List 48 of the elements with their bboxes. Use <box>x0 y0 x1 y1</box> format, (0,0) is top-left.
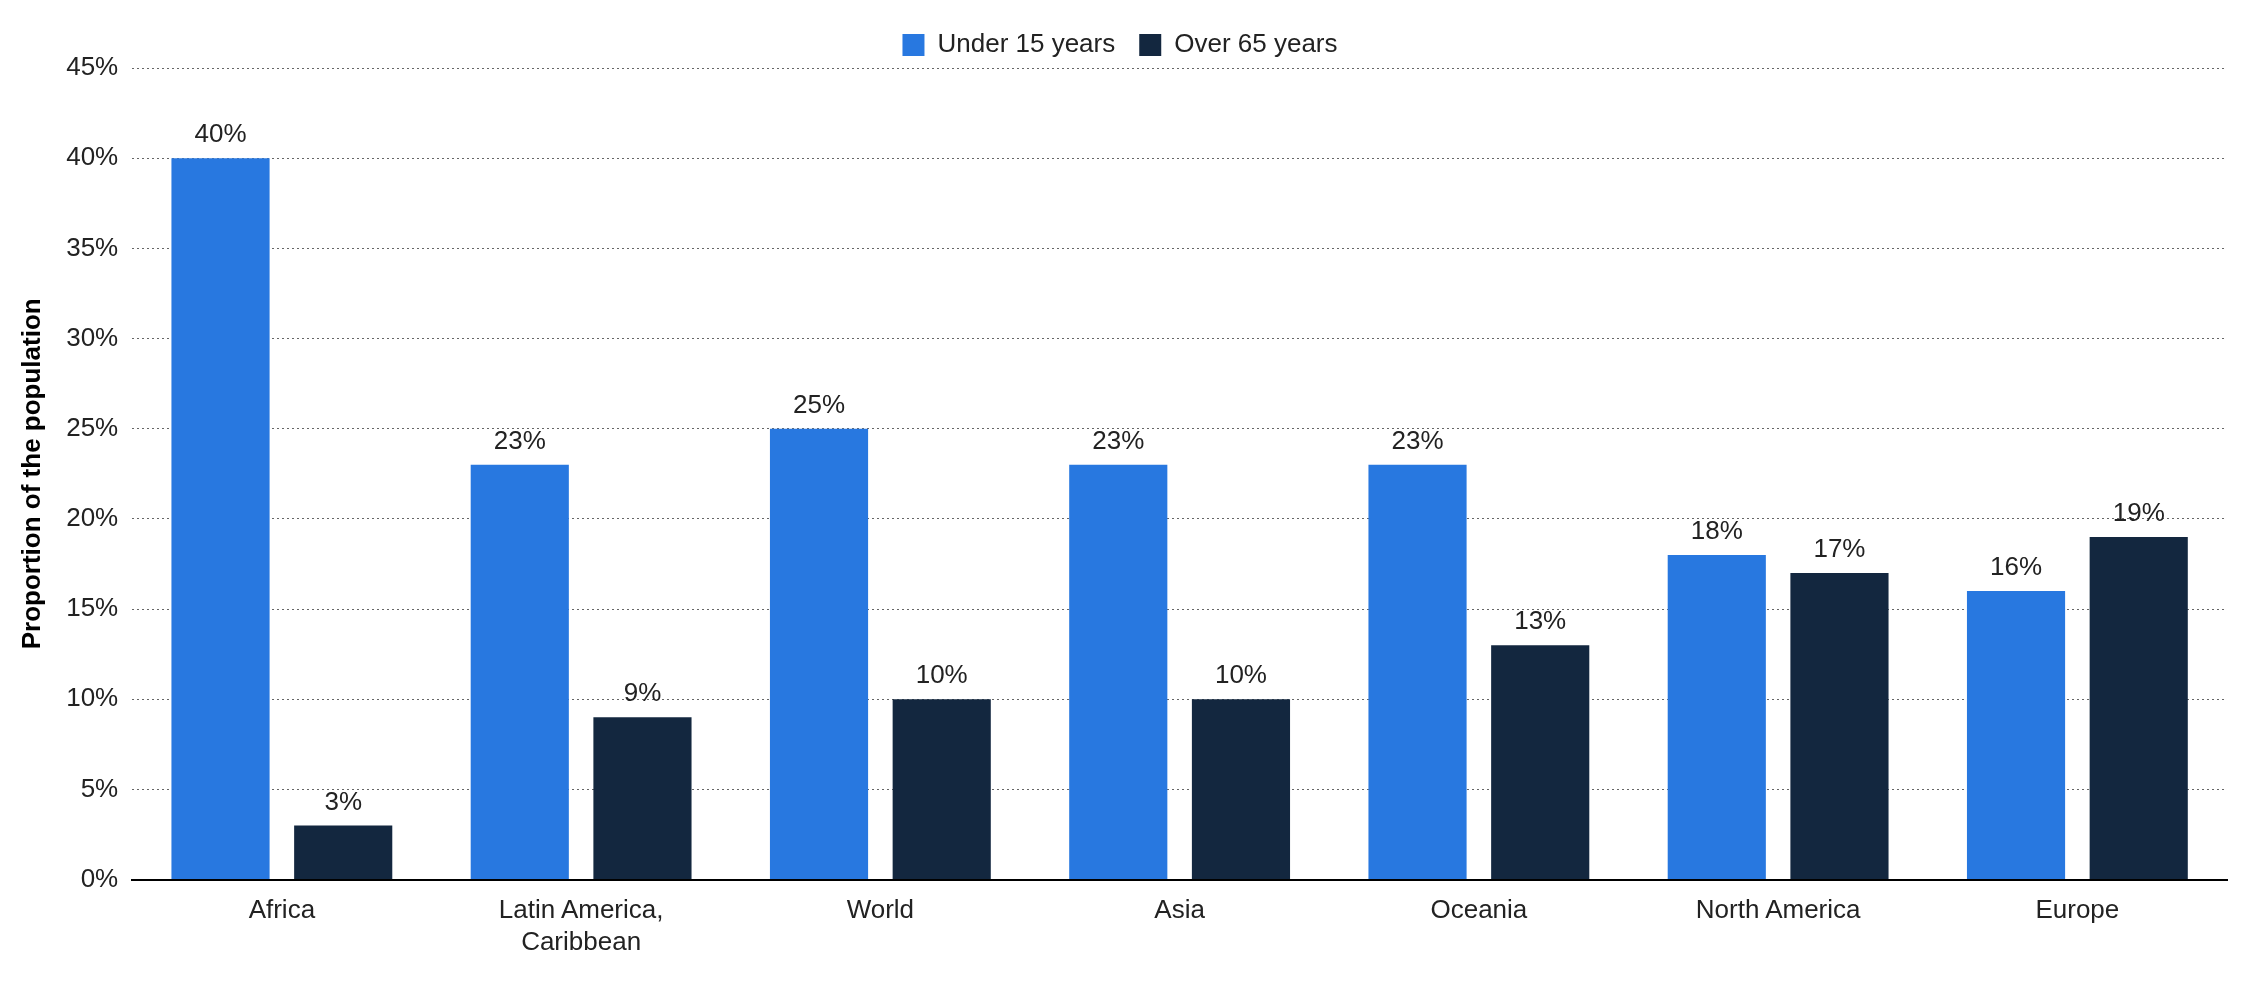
bar <box>1790 573 1889 880</box>
bar <box>294 825 393 880</box>
bar <box>1069 464 1168 880</box>
y-tick-label: 10% <box>66 682 119 713</box>
data-label: 13% <box>1514 605 1567 636</box>
x-tick-label: World <box>846 894 915 925</box>
data-label: 23% <box>1391 424 1444 455</box>
bar <box>593 717 692 880</box>
y-tick-label: 35% <box>66 231 119 262</box>
bar <box>1667 554 1766 880</box>
bar <box>892 699 991 880</box>
data-label: 40% <box>194 118 247 149</box>
data-label: 17% <box>1813 533 1866 564</box>
y-tick-label: 45% <box>66 51 119 82</box>
x-tick-label: Latin America, Caribbean <box>498 894 664 956</box>
x-tick-label: Oceania <box>1430 894 1528 925</box>
y-tick-label: 15% <box>66 592 119 623</box>
y-tick-label: 40% <box>66 141 119 172</box>
bar <box>1491 645 1590 880</box>
x-tick-label: Africa <box>248 894 316 925</box>
bar <box>1966 591 2066 880</box>
data-label: 25% <box>793 388 846 419</box>
data-label: 10% <box>1214 659 1267 690</box>
bar <box>2089 536 2188 880</box>
bar <box>1191 699 1291 880</box>
bar <box>1368 464 1467 880</box>
y-tick-label: 5% <box>80 772 119 803</box>
x-tick-label: Europe <box>2035 894 2120 925</box>
x-tick-label: Asia <box>1154 894 1206 925</box>
data-label: 18% <box>1690 515 1743 546</box>
x-tick-label: North America <box>1695 894 1862 925</box>
data-label: 16% <box>1990 551 2043 582</box>
y-tick-label: 30% <box>66 321 119 352</box>
bar <box>769 428 869 880</box>
bar <box>470 464 569 880</box>
y-axis-title: Proportion of the population <box>15 298 46 650</box>
y-tick-label: 0% <box>80 862 119 893</box>
data-label: 23% <box>493 424 546 455</box>
legend-label: Under 15 years <box>937 28 1116 59</box>
data-label: 19% <box>2112 497 2165 528</box>
y-tick-label: 20% <box>66 502 119 533</box>
data-label: 9% <box>623 677 662 708</box>
data-label: 10% <box>915 659 968 690</box>
data-label: 3% <box>324 785 362 816</box>
legend-label: Over 65 years <box>1174 28 1338 59</box>
y-tick-label: 25% <box>66 411 119 442</box>
data-label: 23% <box>1092 424 1145 455</box>
bar <box>171 158 270 880</box>
